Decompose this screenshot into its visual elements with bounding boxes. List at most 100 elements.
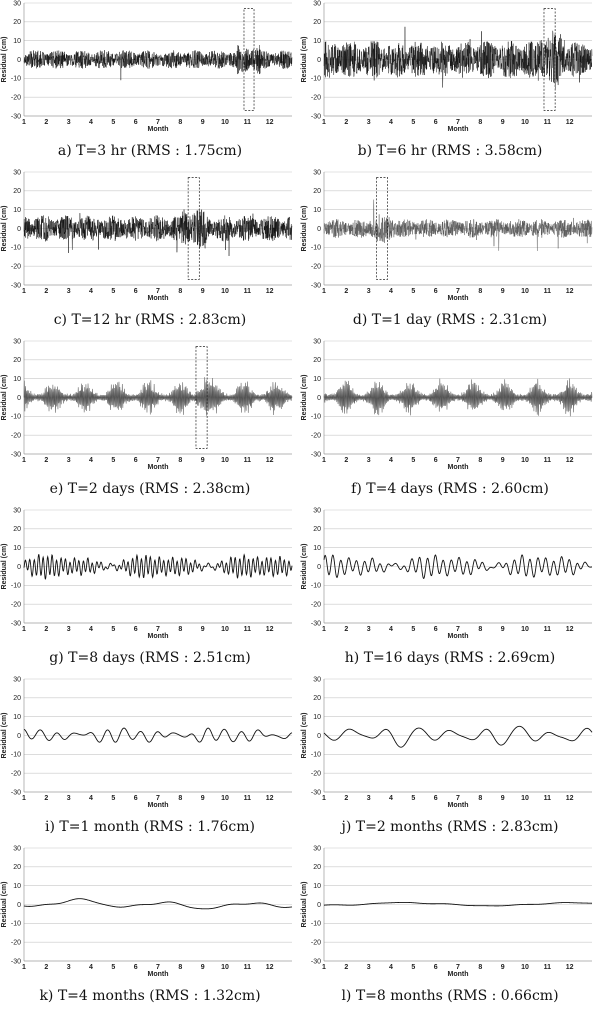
x-tick-label: 4 — [89, 964, 93, 971]
y-tick-label: -30 — [11, 282, 21, 289]
y-axis-label: Residual (cm) — [301, 713, 308, 759]
y-tick-label: -20 — [311, 95, 321, 102]
residual-series — [323, 26, 593, 89]
x-tick-label: 8 — [478, 457, 482, 464]
y-tick-label: -20 — [11, 95, 21, 102]
residual-series — [23, 377, 293, 416]
x-tick-label: 11 — [244, 964, 252, 971]
x-axis-label: Month — [148, 126, 169, 133]
x-tick-label: 10 — [521, 457, 529, 464]
x-tick-label: 11 — [544, 964, 552, 971]
chart-panel: 30 20 10 0 -10 -20 -30 1 2 3 4 5 6 7 8 9 10 11 12 Month Resi… — [300, 338, 600, 507]
y-tick-label: 0 — [17, 226, 21, 233]
x-tick-label: 7 — [456, 626, 460, 633]
x-tick-label: 1 — [322, 119, 326, 126]
y-tick-label: 30 — [13, 676, 21, 683]
x-axis-label: Month — [448, 802, 469, 809]
x-tick-label: 9 — [201, 964, 205, 971]
x-axis-label: Month — [448, 971, 469, 978]
x-tick-label: 7 — [156, 119, 160, 126]
y-axis-label: Residual (cm) — [301, 206, 308, 252]
y-tick-label: 20 — [313, 695, 321, 702]
residual-series — [23, 208, 293, 256]
y-tick-label: -30 — [311, 789, 321, 796]
x-tick-label: 1 — [22, 795, 26, 802]
x-tick-label: 1 — [22, 457, 26, 464]
x-tick-label: 12 — [266, 288, 274, 295]
y-tick-label: 10 — [13, 207, 21, 214]
chart-caption: e) T=2 days (RMS : 2.38cm) — [49, 481, 251, 497]
x-tick-label: 2 — [344, 964, 348, 971]
x-axis-label: Month — [448, 633, 469, 640]
chart-panel: 30 20 10 0 -10 -20 -30 1 2 3 4 5 6 7 8 9 10 11 12 Month Resi… — [0, 845, 300, 1014]
chart-panel: 30 20 10 0 -10 -20 -30 1 2 3 4 5 6 7 8 9 10 11 12 Month Resi… — [0, 169, 300, 338]
x-tick-label: 12 — [566, 795, 574, 802]
y-tick-label: 10 — [313, 714, 321, 721]
x-tick-label: 12 — [266, 795, 274, 802]
x-tick-label: 11 — [544, 457, 552, 464]
x-tick-label: 10 — [521, 119, 529, 126]
y-tick-label: -30 — [311, 282, 321, 289]
y-tick-label: 0 — [317, 226, 321, 233]
x-tick-label: 6 — [434, 964, 438, 971]
y-tick-label: -30 — [11, 789, 21, 796]
x-tick-label: 3 — [367, 795, 371, 802]
residual-series — [323, 725, 593, 748]
y-axis-label: Residual (cm) — [1, 544, 8, 590]
y-tick-label: 10 — [13, 545, 21, 552]
y-tick-label: 0 — [317, 564, 321, 571]
x-tick-label: 9 — [201, 626, 205, 633]
residual-series — [23, 898, 293, 910]
x-tick-label: 6 — [134, 288, 138, 295]
y-tick-label: 20 — [13, 19, 21, 26]
y-tick-label: 20 — [313, 526, 321, 533]
x-tick-label: 1 — [22, 119, 26, 126]
x-tick-label: 6 — [134, 795, 138, 802]
y-tick-label: -20 — [11, 940, 21, 947]
x-tick-label: 4 — [89, 119, 93, 126]
x-axis-label: Month — [448, 464, 469, 471]
x-tick-label: 10 — [521, 795, 529, 802]
y-tick-label: 10 — [313, 883, 321, 890]
x-tick-label: 7 — [456, 119, 460, 126]
x-tick-label: 7 — [456, 457, 460, 464]
y-tick-label: -30 — [311, 958, 321, 965]
y-tick-label: 20 — [313, 188, 321, 195]
x-tick-label: 11 — [544, 795, 552, 802]
x-tick-label: 3 — [367, 457, 371, 464]
x-tick-label: 11 — [244, 457, 252, 464]
x-tick-label: 2 — [344, 288, 348, 295]
y-tick-label: -20 — [311, 602, 321, 609]
y-tick-label: 20 — [13, 357, 21, 364]
x-tick-label: 10 — [521, 288, 529, 295]
x-tick-label: 3 — [67, 119, 71, 126]
x-tick-label: 11 — [244, 288, 252, 295]
y-tick-label: 10 — [13, 376, 21, 383]
x-tick-label: 6 — [434, 795, 438, 802]
x-tick-label: 11 — [244, 119, 252, 126]
x-tick-label: 11 — [244, 795, 252, 802]
residual-series — [23, 553, 293, 580]
x-tick-label: 2 — [44, 119, 48, 126]
x-tick-label: 6 — [434, 119, 438, 126]
chart-panel: 30 20 10 0 -10 -20 -30 1 2 3 4 5 6 7 8 9 10 11 12 Month Resi… — [0, 507, 300, 676]
x-axis-label: Month — [148, 464, 169, 471]
y-tick-label: 30 — [313, 676, 321, 683]
y-tick-label: 30 — [13, 507, 21, 514]
x-tick-label: 5 — [411, 795, 415, 802]
x-tick-label: 4 — [389, 795, 393, 802]
y-axis-label: Residual (cm) — [301, 544, 308, 590]
y-tick-label: 0 — [17, 395, 21, 402]
y-tick-label: -10 — [311, 245, 321, 252]
y-tick-label: 0 — [317, 57, 321, 64]
y-tick-label: -30 — [11, 113, 21, 120]
x-tick-label: 10 — [221, 457, 229, 464]
x-tick-label: 3 — [67, 626, 71, 633]
x-tick-label: 1 — [22, 288, 26, 295]
x-tick-label: 7 — [156, 288, 160, 295]
